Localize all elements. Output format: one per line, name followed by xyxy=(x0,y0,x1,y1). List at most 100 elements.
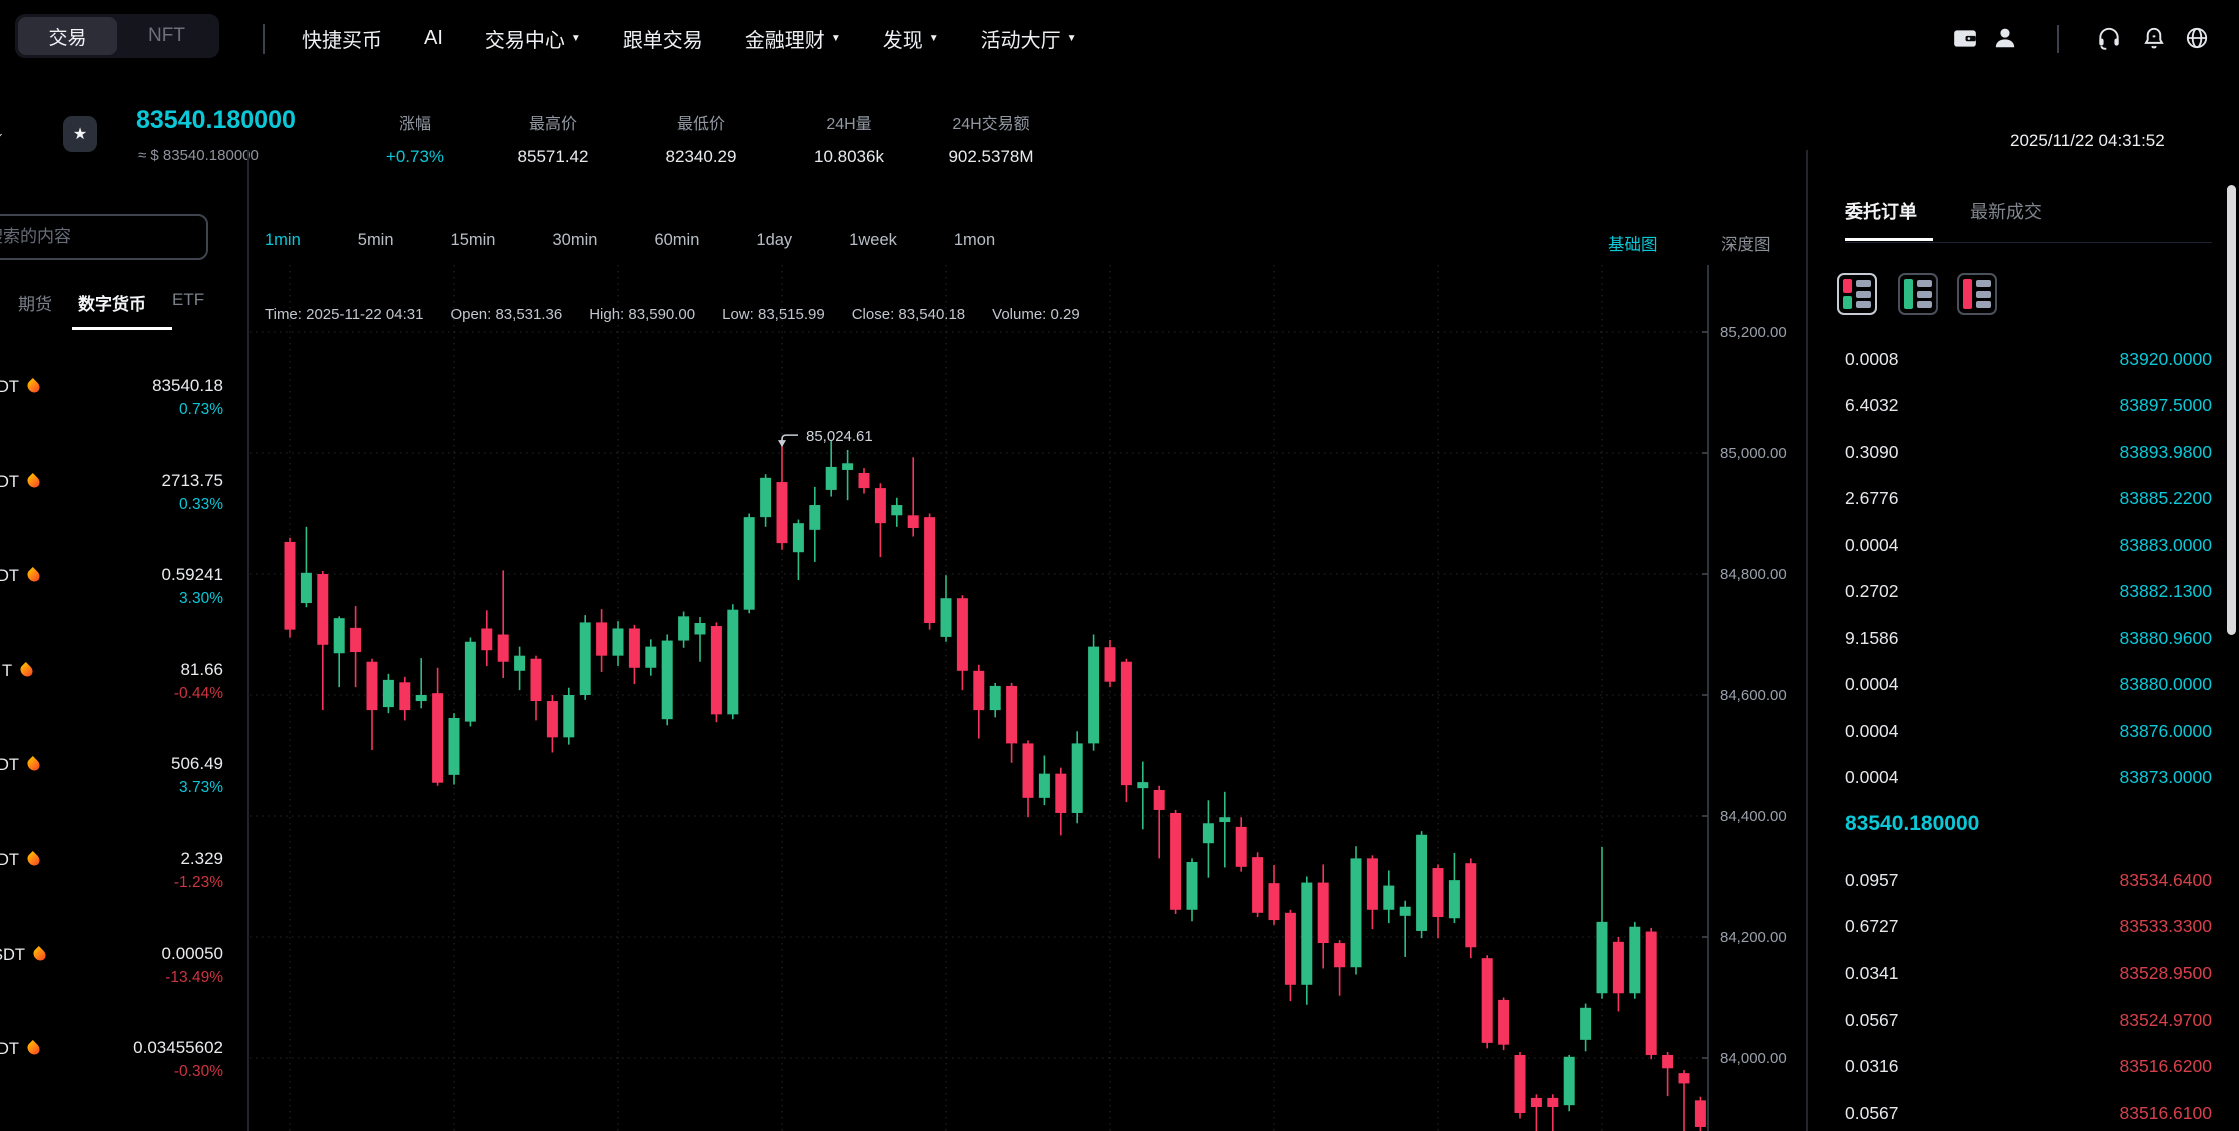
nav-menu-item[interactable]: 快捷买币 xyxy=(302,29,382,52)
ask-row[interactable]: 2.6776 83885.2200 xyxy=(1845,476,2212,523)
favorite-star-button[interactable]: ★ xyxy=(63,116,97,152)
coin-name: DT xyxy=(0,756,42,775)
stat-value: 85571.42 xyxy=(517,147,589,166)
orderbook-view-asks-icon[interactable] xyxy=(1957,273,1997,315)
ask-row[interactable]: 0.0004 83873.0000 xyxy=(1845,755,2212,802)
ask-price: 83880.0000 xyxy=(2119,674,2212,695)
stat-value: +0.73% xyxy=(385,147,445,166)
nav-menu-item[interactable]: 金融理财 ▼ xyxy=(744,29,841,52)
nav-menu-item[interactable]: 交易中心 ▼ xyxy=(484,29,581,52)
orderbook-view-bids-icon[interactable] xyxy=(1898,273,1938,315)
interval-option[interactable]: 1week xyxy=(849,231,897,249)
bell-icon[interactable] xyxy=(2141,25,2167,51)
ask-row[interactable]: 6.4032 83897.5000 xyxy=(1845,383,2212,430)
interval-option[interactable]: 5min xyxy=(357,231,394,249)
coin-name: T xyxy=(2,662,36,681)
ask-amount: 0.0004 xyxy=(1845,767,1899,788)
interval-option[interactable]: 15min xyxy=(450,231,496,249)
ask-amount: 9.1586 xyxy=(1845,627,1899,648)
ticker-stat: 24H交易额 902.5378M xyxy=(926,110,1056,167)
ask-row[interactable]: 0.0004 83876.0000 xyxy=(1845,708,2212,755)
tab-depth-chart[interactable]: 深度图 xyxy=(1721,236,1771,254)
ask-row[interactable]: 0.3090 83893.9800 xyxy=(1845,429,2212,476)
chevron-down-icon: ▼ xyxy=(570,32,581,44)
ask-row[interactable]: 9.1586 83880.9600 xyxy=(1845,615,2212,662)
nav-menu-item[interactable]: AI xyxy=(424,26,443,49)
coin-list-item[interactable]: SDT 0.00050 -13.49% xyxy=(0,944,247,1006)
ask-row[interactable]: 0.0004 83883.0000 xyxy=(1845,522,2212,569)
toggle-nft[interactable]: NFT xyxy=(148,25,185,46)
market-tabs: 期货 数字货币 ETF xyxy=(18,290,204,315)
tab-open-orders[interactable]: 委托订单 xyxy=(1845,202,1917,222)
collapse-arrow-icon[interactable]: ↓ xyxy=(0,116,5,144)
ask-amount: 0.2702 xyxy=(1845,581,1899,602)
coin-change: 0.73% xyxy=(179,401,223,418)
nav-separator xyxy=(263,24,265,54)
bid-row[interactable]: 0.0567 83516.6100 xyxy=(1845,1090,2212,1131)
interval-option[interactable]: 1day xyxy=(756,231,793,249)
coin-change: -1.23% xyxy=(173,874,223,891)
bid-row[interactable]: 0.0567 83524.9700 xyxy=(1845,997,2212,1044)
candlestick-chart[interactable]: 85,200.00 85,000.00 84,800.00 84,600.00 84,4… xyxy=(250,265,1810,1131)
svg-text:84,200.00: 84,200.00 xyxy=(1720,929,1787,946)
mode-toggle: 交易 NFT xyxy=(15,14,219,58)
interval-option[interactable]: 1min xyxy=(265,231,301,249)
toggle-trade[interactable]: 交易 xyxy=(18,17,117,55)
bid-row[interactable]: 0.0341 83528.9500 xyxy=(1845,950,2212,997)
tab-basic-chart[interactable]: 基础图 xyxy=(1608,236,1658,254)
ask-price: 83883.0000 xyxy=(2119,534,2212,555)
ask-row[interactable]: 0.2702 83882.1300 xyxy=(1845,569,2212,616)
search-input[interactable] xyxy=(0,214,208,260)
ohlc-info: Time: 2025-11-22 04:31 Open: 83,531.36 Hig… xyxy=(265,306,1107,323)
tab-futures[interactable]: 期货 xyxy=(18,295,52,314)
bid-amount: 0.0957 xyxy=(1845,869,1899,890)
orderbook-current-price: 83540.180000 xyxy=(1845,812,1980,835)
nav-menu-item[interactable]: 跟单交易 xyxy=(622,29,703,52)
hot-flame-icon xyxy=(25,472,42,490)
bid-row[interactable]: 0.6727 83533.3300 xyxy=(1845,904,2212,951)
coin-list-item[interactable]: DT 0.59241 3.30% xyxy=(0,565,247,627)
bid-row[interactable]: 0.0316 83516.6200 xyxy=(1845,1043,2212,1090)
coin-list-item[interactable]: DT 2.329 -1.23% xyxy=(0,849,247,911)
coin-price: 506.49 xyxy=(171,754,223,774)
ask-row[interactable]: 0.0008 83920.0000 xyxy=(1845,336,2212,383)
nav-menu-item[interactable]: 发现 ▼ xyxy=(882,29,939,52)
coin-change: -13.49% xyxy=(165,968,223,986)
svg-text:84,600.00: 84,600.00 xyxy=(1720,687,1787,704)
coin-change: -0.30% xyxy=(173,1063,223,1081)
bid-price: 83516.6100 xyxy=(2119,1102,2212,1123)
coin-list-item[interactable]: T 81.66 -0.44% xyxy=(0,660,247,722)
bid-price: 83516.6200 xyxy=(2119,1056,2212,1077)
nav-menu-item[interactable]: 活动大厅 ▼ xyxy=(980,29,1077,52)
ask-row[interactable]: 0.0004 83880.0000 xyxy=(1845,662,2212,709)
bid-row[interactable]: 0.0957 83534.6400 xyxy=(1845,857,2212,904)
ask-amount: 0.3090 xyxy=(1845,441,1899,462)
tab-latest-trades[interactable]: 最新成交 xyxy=(1970,202,2042,222)
coin-list-item[interactable]: DT 83540.18 0.73% xyxy=(0,376,247,438)
wallet-icon[interactable] xyxy=(1952,25,1978,51)
coin-change: 0.33% xyxy=(179,495,223,513)
ticker-stat: 24H量 10.8036k xyxy=(784,110,914,167)
page-scrollbar[interactable] xyxy=(2227,185,2236,635)
coin-list-item[interactable]: DT 506.49 3.73% xyxy=(0,754,247,816)
coin-list-item[interactable]: DT 2713.75 0.33% xyxy=(0,471,247,533)
interval-option[interactable]: 30min xyxy=(552,231,598,249)
interval-option[interactable]: 60min xyxy=(654,231,700,249)
orderbook-view-both-icon[interactable] xyxy=(1837,273,1877,315)
user-icon[interactable] xyxy=(1992,25,2018,51)
globe-icon[interactable] xyxy=(2184,25,2210,51)
ticker-stat: 最高价 85571.42 xyxy=(488,110,618,167)
interval-option[interactable]: 1mon xyxy=(953,231,996,249)
coin-list-item[interactable]: DT 0.03455602 -0.30% xyxy=(0,1038,247,1100)
coin-price: 83540.18 xyxy=(152,376,223,395)
ask-amount: 0.0004 xyxy=(1845,534,1899,555)
svg-text:85,200.00: 85,200.00 xyxy=(1720,324,1787,341)
headset-icon[interactable] xyxy=(2096,25,2122,51)
ask-price: 83876.0000 xyxy=(2119,720,2212,741)
ask-amount: 0.0004 xyxy=(1845,674,1899,695)
hot-flame-icon xyxy=(25,378,42,395)
nav-separator-2 xyxy=(2057,25,2059,53)
tab-crypto[interactable]: 数字货币 xyxy=(78,295,146,314)
ask-amount: 2.6776 xyxy=(1845,488,1899,509)
tab-etf[interactable]: ETF xyxy=(172,290,205,309)
